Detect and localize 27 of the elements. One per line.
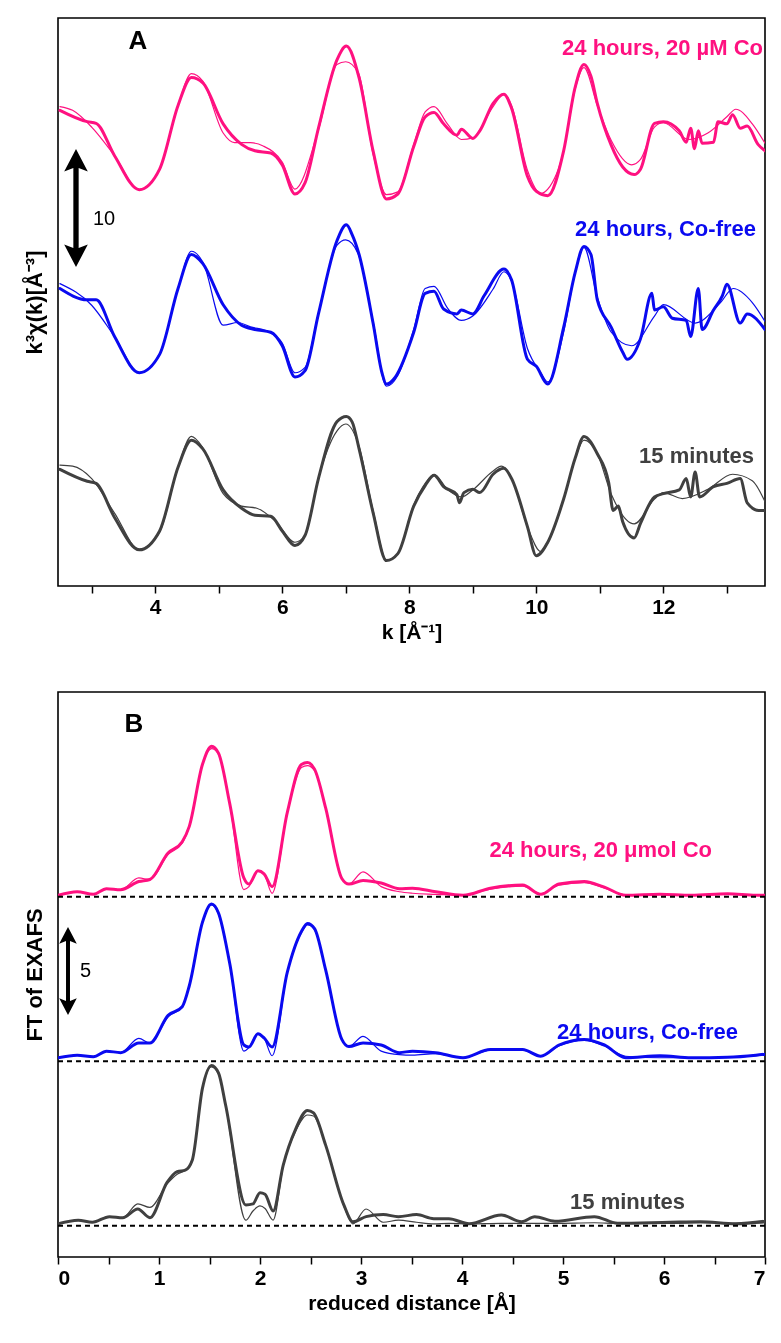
- x-tick-label: 7: [753, 1265, 766, 1289]
- series-label: 15 minutes: [639, 443, 754, 468]
- x-tick-label: 4: [456, 1265, 469, 1289]
- x-tick-label: 12: [652, 594, 676, 618]
- series-label: 24 hours, 20 μmol Co: [489, 837, 712, 862]
- series-label: 24 hours, Co-free: [575, 216, 756, 241]
- x-tick-label: 8: [403, 594, 416, 618]
- x-tick-label: 2: [254, 1265, 267, 1289]
- x-tick-label: 6: [658, 1265, 671, 1289]
- x-tick-label: 1: [153, 1265, 166, 1289]
- x-tick-label: 6: [276, 594, 289, 618]
- annotation: 5: [80, 959, 92, 981]
- text: B: [124, 708, 144, 738]
- series-label: 24 hours, Co-free: [557, 1019, 738, 1044]
- y-axis-title: FT of EXAFS: [21, 908, 47, 1042]
- series-label: 24 hours, 20 µM Co: [562, 35, 763, 60]
- x-tick-label: 10: [525, 594, 549, 618]
- x-axis-title: k [Å⁻¹]: [381, 619, 443, 643]
- x-tick-label: 3: [355, 1265, 368, 1289]
- y-axis-title: k³χ(k)[Å⁻³]: [20, 250, 47, 355]
- annotation: A: [128, 25, 148, 55]
- annotation: 10: [93, 207, 116, 229]
- x-tick-label: 0: [58, 1265, 71, 1289]
- series-label: 15 minutes: [570, 1189, 685, 1214]
- x-axis-title: reduced distance [Å]: [308, 1290, 516, 1314]
- x-tick-label: 4: [149, 594, 162, 618]
- x-tick-label: 5: [557, 1265, 570, 1289]
